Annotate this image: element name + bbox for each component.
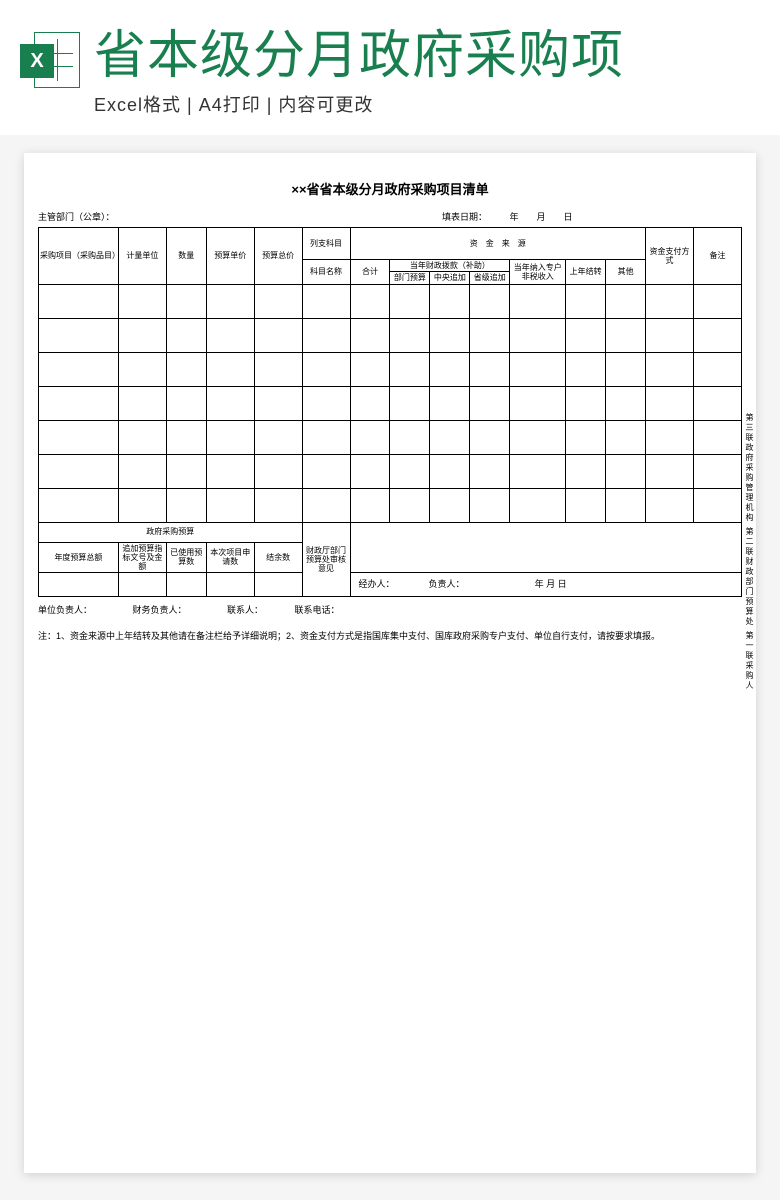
h-total: 预算总价	[254, 228, 302, 284]
b-v5	[254, 573, 302, 597]
table-row	[39, 386, 742, 420]
h-remark: 备注	[693, 228, 741, 284]
b-v4	[206, 573, 254, 597]
h-sn: 上年结转	[566, 260, 606, 284]
b-c2: 追加预算指标文号及金额	[118, 542, 166, 573]
budget-review: 财政厅部门预算处审核意见	[302, 522, 350, 597]
excel-icon: X	[20, 32, 80, 92]
document-title: ××省省本级分月政府采购项目清单	[38, 179, 742, 198]
b-v3	[166, 573, 206, 597]
h-fy2: 中央追加	[430, 272, 470, 284]
table-row	[39, 318, 742, 352]
h-fy3: 省级追加	[470, 272, 510, 284]
h-qt: 其他	[606, 260, 646, 284]
table-row	[39, 352, 742, 386]
b-c4: 本次项目申请数	[206, 542, 254, 573]
b-c3: 已使用预算数	[166, 542, 206, 573]
h-item: 采购项目（采购品目）	[39, 228, 119, 284]
h-qty: 数量	[166, 228, 206, 284]
document-page: ××省省本级分月政府采购项目清单 主管部门（公章）： 填表日期： 年 月 日 采…	[24, 153, 756, 1173]
date-label: 填表日期： 年 月 日	[442, 210, 742, 223]
b-c1: 年度预算总额	[39, 542, 119, 573]
sign-row: 经办人： 负责人： 年 月 日	[350, 573, 741, 597]
side-notes: 第三联政府采购管理机构 第二联财政部门预算处 第一联采购人	[744, 413, 758, 695]
budget-review-area	[350, 522, 741, 573]
b-v2	[118, 573, 166, 597]
b-c5: 结余数	[254, 542, 302, 573]
meta-row: 主管部门（公章）： 填表日期： 年 月 日	[38, 210, 742, 223]
h-price: 预算单价	[206, 228, 254, 284]
side-1: 第一联采购人	[744, 631, 755, 691]
h-heji: 合计	[350, 260, 390, 284]
banner-header: X 省本级分月政府采购项 Excel格式 | A4打印 | 内容可更改	[0, 0, 780, 135]
h-unit: 计量单位	[118, 228, 166, 284]
footer-signatures: 单位负责人： 财务负责人： 联系人： 联系电话：	[38, 603, 742, 616]
b-v1	[39, 573, 119, 597]
h-fy1: 部门预算	[390, 272, 430, 284]
table-row	[39, 420, 742, 454]
main-table: 采购项目（采购品目） 计量单位 数量 预算单价 预算总价 列支科目 资 金 来 …	[38, 227, 742, 597]
table-row	[39, 488, 742, 522]
h-subject: 列支科目	[302, 228, 350, 260]
budget-title: 政府采购预算	[39, 522, 303, 542]
h-subject-name: 科目名称	[302, 260, 350, 284]
h-nsr: 当年纳入专户非税收入	[510, 260, 566, 284]
h-fy: 当年财政拨款（补助）	[390, 260, 510, 272]
h-pay: 资金支付方式	[646, 228, 694, 284]
dept-label: 主管部门（公章）：	[38, 210, 442, 223]
banner-title: 省本级分月政府采购项	[94, 28, 760, 85]
footer-notes: 注：1、资金来源中上年结转及其他请在备注栏给予详细说明；2、资金支付方式是指国库…	[38, 630, 742, 644]
banner-subtitle: Excel格式 | A4打印 | 内容可更改	[94, 91, 760, 117]
table-row	[39, 284, 742, 318]
table-row	[39, 454, 742, 488]
h-fund: 资 金 来 源	[350, 228, 646, 260]
side-2: 第二联财政部门预算处	[744, 527, 755, 627]
side-3: 第三联政府采购管理机构	[744, 413, 755, 523]
